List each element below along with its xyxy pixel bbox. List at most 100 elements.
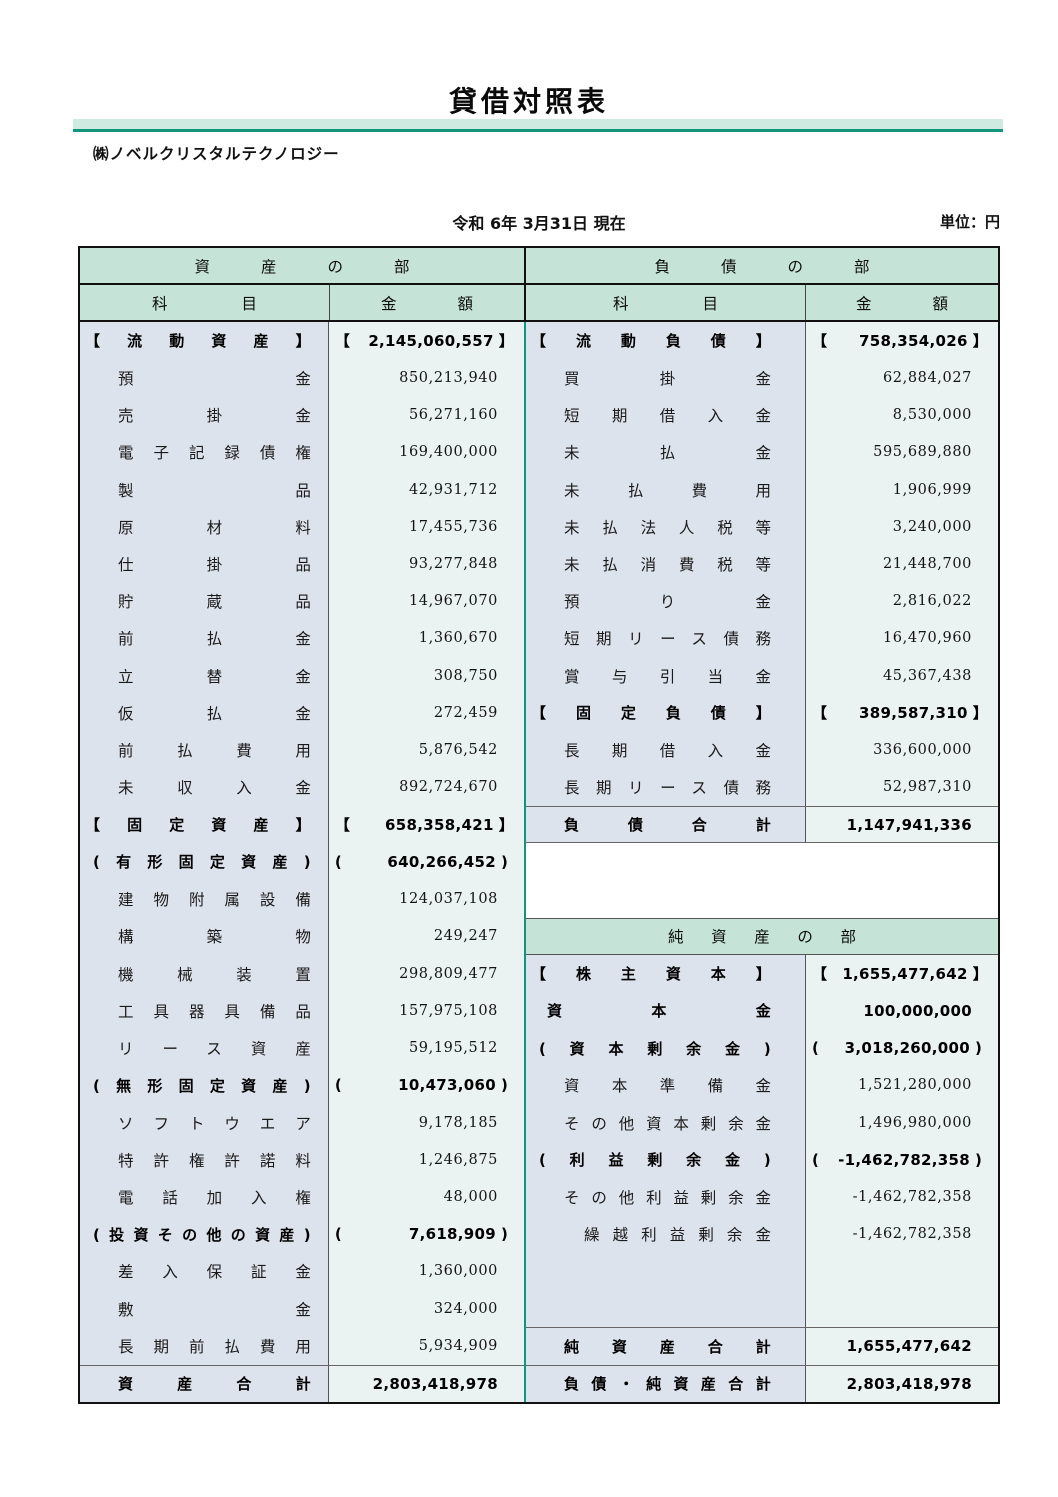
amount-group: 21,448,700 — [883, 556, 972, 572]
liabilities-account-column-header: 科目 — [526, 285, 806, 320]
amount: 308,750 — [329, 668, 524, 684]
account-label: (投資その他の資産) — [93, 1225, 311, 1244]
account-label: 敷金 — [118, 1300, 311, 1319]
account-label: 短期リース債務 — [564, 630, 771, 649]
amount: 14,967,070 — [329, 593, 524, 609]
amount: 5,934,909 — [329, 1338, 524, 1354]
table-row: 買掛金 62,884,027 — [526, 359, 998, 397]
amount-cell: -1,462,782,358 — [806, 1178, 998, 1216]
account-cell: 前払金 — [80, 619, 329, 658]
amount: 42,931,712 — [329, 482, 524, 498]
table-row: 仕掛品 93,277,848 — [80, 545, 524, 583]
table-row: 未払費用 1,906,999 — [526, 470, 998, 509]
amount-group: 5,876,542 — [419, 742, 498, 758]
account-cell: 【株主資本】 — [526, 954, 806, 993]
amount-open-bracket: ( — [334, 1225, 343, 1244]
account-cell: ソフトウエア — [80, 1103, 329, 1142]
net-assets-section-header: 純資産の部 — [526, 917, 998, 955]
table-row: 機械装置 298,809,477 — [80, 954, 524, 993]
amount-open-bracket: ( — [334, 852, 343, 871]
account-label: 差入保証金 — [118, 1263, 311, 1282]
account-label: (利益剰余金) — [539, 1151, 771, 1170]
amount-cell: 17,455,736 — [328, 508, 524, 546]
account-label: 資産合計 — [118, 1375, 311, 1394]
amount-value: 2,803,418,978 — [372, 1374, 498, 1393]
amount-value: 5,876,542 — [418, 742, 498, 759]
table-row: 構築物 249,247 — [80, 917, 524, 955]
amount-value: 336,600,000 — [873, 742, 972, 759]
amount-group: 595,689,880 — [873, 444, 972, 460]
amount: 100,000,000 — [806, 1002, 998, 1020]
title-rule-decoration — [73, 129, 1003, 132]
amount-cell: 【 758,354,026】 — [806, 322, 998, 360]
account-cell: 未払消費税等 — [526, 545, 806, 583]
amount-group: 3,240,000 — [893, 519, 972, 535]
assets-amount-column-header: 金額 — [330, 285, 526, 320]
amount-group: 658,358,421】 — [385, 814, 514, 835]
amount-value: -1,462,782,358 — [852, 1189, 972, 1205]
account-cell: 前払費用 — [80, 731, 329, 769]
amount-group: 14,967,070 — [409, 593, 498, 609]
table-row: その他利益剰余金 -1,462,782,358 — [526, 1178, 998, 1216]
amount-group: -1,462,782,358) — [838, 1151, 988, 1169]
account-cell: 繰越利益剰余金 — [526, 1215, 806, 1253]
account-cell: 買掛金 — [526, 359, 806, 397]
table-row: 資産合計 2,803,418,978 — [80, 1364, 524, 1402]
account-cell: 未払費用 — [526, 470, 806, 509]
table-row: 長期リース債務 52,987,310 — [526, 768, 998, 807]
table-row: 前払金 1,360,670 — [80, 619, 524, 658]
amount-value: 157,975,108 — [399, 1002, 498, 1019]
amount-cell: 1,360,000 — [328, 1252, 524, 1291]
amount-close-bracket: ) — [975, 1039, 983, 1058]
amount-group: 93,277,848 — [409, 556, 498, 572]
account-cell: (投資その他の資産) — [80, 1215, 329, 1253]
amount-close-bracket: 】 — [972, 332, 988, 351]
amount-close-bracket: ) — [501, 852, 509, 871]
amount: 272,459 — [329, 705, 524, 721]
amount-cell: 93,277,848 — [328, 545, 524, 583]
account-cell: 仮払金 — [80, 694, 329, 732]
amount-group: 48,000 — [444, 1189, 498, 1205]
account-label: 預り金 — [564, 593, 771, 612]
amount-value: 595,689,880 — [873, 444, 972, 461]
table-row: 電子記録債権 169,400,000 — [80, 433, 524, 471]
amount-open-bracket: 【 — [334, 332, 351, 351]
amount-cell: 1,496,980,000 — [806, 1103, 998, 1142]
amount-cell: 2,816,022 — [806, 582, 998, 620]
account-cell: 売掛金 — [80, 396, 329, 434]
table-row: 長期前払費用 5,934,909 — [80, 1327, 524, 1365]
account-cell: 差入保証金 — [80, 1252, 329, 1291]
account-cell: 貯蔵品 — [80, 582, 329, 620]
amount-value: 59,195,512 — [408, 1040, 498, 1057]
account-cell: 電子記録債権 — [80, 433, 329, 471]
amount-value: 1,496,980,000 — [858, 1114, 972, 1131]
amount: 1,521,280,000 — [806, 1077, 998, 1093]
amount-group: 892,724,670 — [399, 779, 498, 795]
amount-cell: 157,975,108 — [328, 992, 524, 1030]
table-row: 電話加入権 48,000 — [80, 1178, 524, 1216]
account-cell: (無形固定資産) — [80, 1066, 329, 1104]
amount-open-bracket: ( — [812, 1039, 820, 1058]
account-cell: 機械装置 — [80, 954, 329, 993]
amount-group: 324,000 — [434, 1301, 498, 1317]
account-label: 短期借入金 — [564, 407, 771, 426]
account-cell: 賞与引当金 — [526, 657, 806, 695]
amount: -1,462,782,358 — [806, 1226, 998, 1242]
amount-value: 272,459 — [433, 704, 498, 721]
amount-value: 1,147,941,336 — [846, 815, 972, 834]
amount-cell: 45,367,438 — [806, 657, 998, 695]
amount-cell: 892,724,670 — [328, 768, 524, 807]
amount-open-bracket: ( — [334, 1076, 343, 1095]
account-label: 未収入金 — [118, 779, 311, 798]
amount-value: 1,521,280,000 — [858, 1077, 972, 1094]
amount-group: 336,600,000 — [873, 742, 972, 758]
amount: (3,018,260,000) — [806, 1039, 998, 1057]
amount: 850,213,940 — [329, 370, 524, 386]
table-row: 【固定資産】 【 658,358,421】 — [80, 806, 524, 844]
amount-value: 56,271,160 — [408, 407, 498, 424]
amount-cell: 1,360,670 — [328, 619, 524, 658]
amount-value: 52,987,310 — [882, 779, 972, 796]
amount-value: -1,462,782,358 — [838, 1150, 970, 1169]
table-row: (有形固定資産) (640,266,452) — [80, 843, 524, 881]
table-row: 短期リース債務 16,470,960 — [526, 619, 998, 658]
